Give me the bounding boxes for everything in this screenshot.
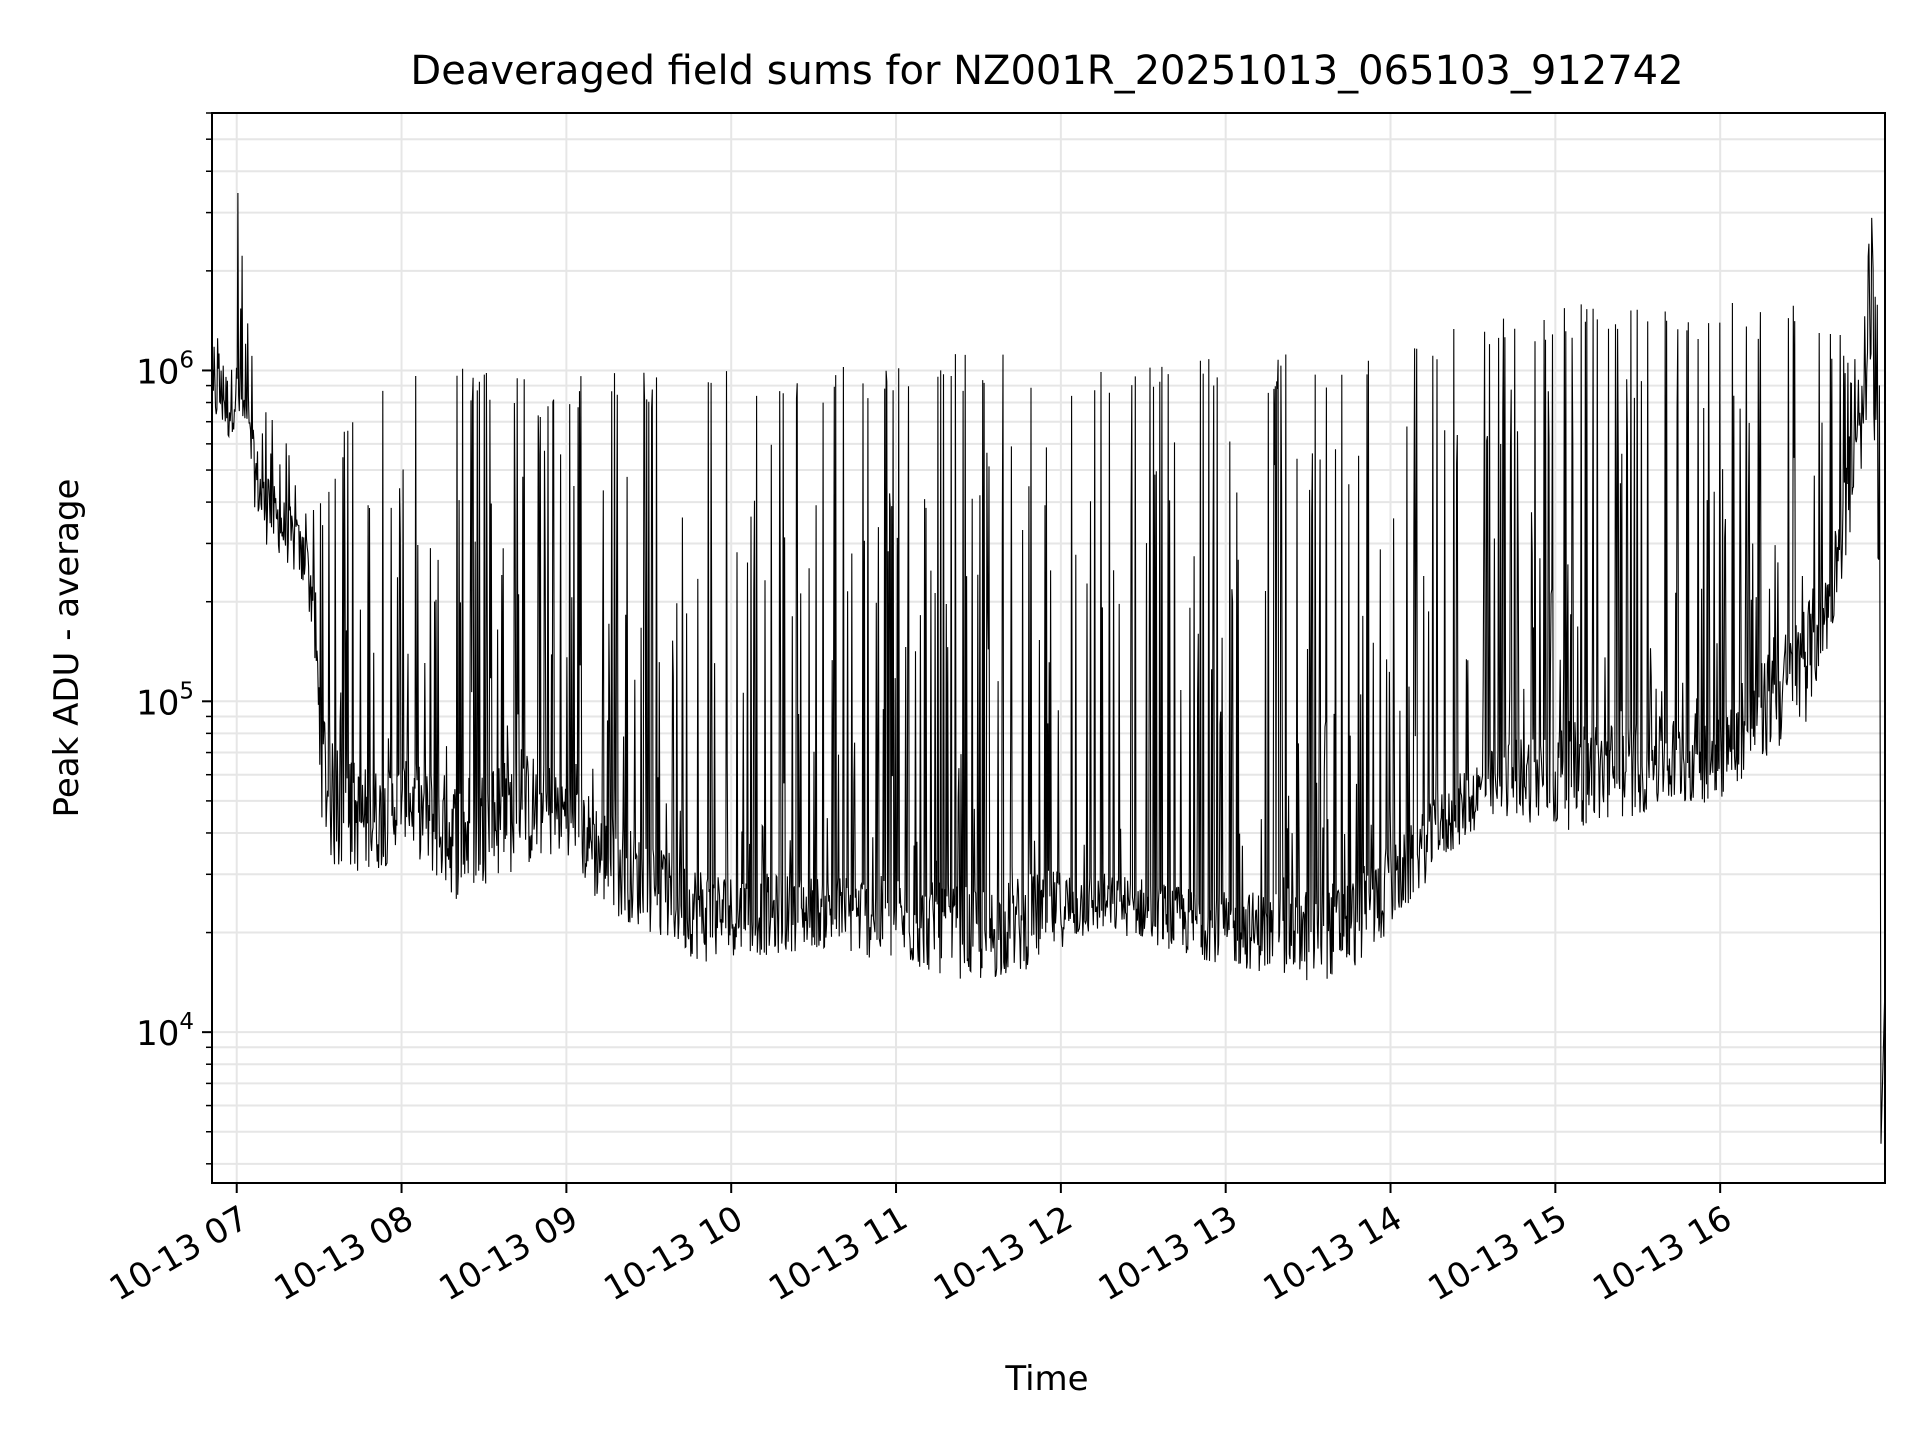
y-axis: 104 105 106 xyxy=(136,112,212,1165)
y-tick-label: 106 xyxy=(136,347,194,392)
series-layer xyxy=(211,192,1886,1144)
y-axis-label: Peak ADU - average xyxy=(47,479,87,818)
plot-frame xyxy=(211,112,1886,1184)
data-line xyxy=(211,192,1886,1144)
y-tick-label: 104 xyxy=(136,1009,194,1054)
y-tick-label: 105 xyxy=(136,678,194,723)
x-axis-label: Time xyxy=(1004,1359,1088,1399)
chart-title: Deaveraged field sums for NZ001R_2025101… xyxy=(410,48,1683,94)
